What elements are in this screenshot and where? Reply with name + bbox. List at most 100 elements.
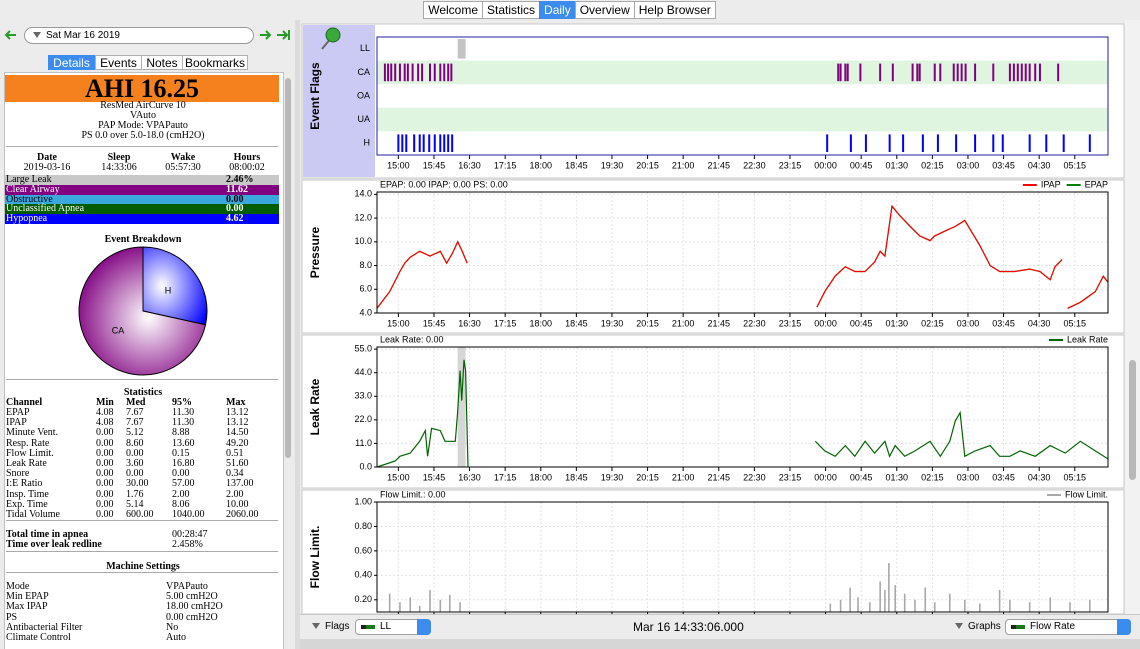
date-combobox[interactable]: Sat Mar 16 2019 <box>24 27 254 44</box>
x-tick-label: 19:30 <box>601 160 624 170</box>
flag-mark <box>839 63 842 82</box>
dropdown-icon <box>33 32 41 39</box>
setting-label: Max IPAP <box>6 601 48 613</box>
y-tick-label: 0.40 <box>354 570 372 580</box>
y-tick-label: 44.0 <box>354 367 372 377</box>
x-tick-label: 00:00 <box>814 160 837 170</box>
detail-tab[interactable]: Events <box>95 55 142 70</box>
x-tick-label: 23:15 <box>779 160 802 170</box>
bar <box>924 587 927 612</box>
legend-label: IPAP <box>1041 179 1061 189</box>
last-day-arrow[interactable] <box>276 28 292 42</box>
x-tick-label: 21:00 <box>672 472 695 482</box>
flag-mark <box>1062 134 1065 152</box>
detail-tab[interactable]: Notes <box>141 55 183 70</box>
x-tick-label: 22:30 <box>743 318 766 328</box>
tab[interactable]: Welcome <box>423 1 484 19</box>
session-header: Wake <box>170 152 196 163</box>
x-tick-label: 18:00 <box>529 318 552 328</box>
event-value: 0.00 <box>226 193 244 205</box>
machine-info: VAuto <box>130 110 156 121</box>
flag-mark <box>956 63 959 82</box>
flag-mark <box>411 63 414 82</box>
setting-label: Min EPAP <box>6 591 49 603</box>
flags-select[interactable]: LL <box>355 619 431 635</box>
x-tick-label: 19:30 <box>601 472 624 482</box>
stat-cell: 49.20 <box>226 437 249 449</box>
stat-cell: Flow Limit. <box>6 447 54 459</box>
graph-header: EPAP: 0.00 IPAP: 0.00 PS: 0.00 <box>380 179 508 189</box>
bar <box>429 590 431 612</box>
stat-cell: EPAP <box>6 407 30 418</box>
scrollbar-thumb[interactable] <box>285 78 291 458</box>
splitter[interactable] <box>295 20 300 649</box>
x-tick-label: 04:30 <box>1028 472 1051 482</box>
flag-row-label: H <box>364 138 371 148</box>
stat-header: Min <box>96 397 114 408</box>
right-scrollbar[interactable] <box>1125 20 1140 614</box>
stat-cell: I:E Ratio <box>6 478 43 490</box>
forward-arrow[interactable] <box>258 28 272 42</box>
event-row <box>5 214 279 225</box>
graphs-toggle[interactable]: Graphs <box>955 615 1001 639</box>
flag-mark <box>936 134 939 152</box>
stat-cell: Minute Vent. <box>6 427 59 439</box>
flags-toggle[interactable]: Flags <box>312 615 349 639</box>
bar <box>894 585 896 612</box>
tab[interactable]: Help Browser <box>633 1 716 19</box>
event-value: 11.62 <box>226 183 248 195</box>
tab[interactable]: Daily <box>539 1 576 19</box>
x-tick-label: 04:30 <box>1028 160 1051 170</box>
flag-mark <box>891 63 894 82</box>
stat-cell: 0.15 <box>172 447 190 459</box>
rule <box>6 572 278 573</box>
stat-cell: 0.00 <box>96 488 114 500</box>
session-header: Hours <box>233 152 261 163</box>
x-tick-label: 19:30 <box>601 318 624 328</box>
session-value: 08:00:02 <box>229 162 265 173</box>
dropdown-icon <box>312 623 320 630</box>
x-tick-label: 20:15 <box>636 472 659 482</box>
bar <box>849 587 851 612</box>
tab[interactable]: Overview <box>574 1 635 19</box>
stat-cell: 2.00 <box>172 488 190 500</box>
plot <box>377 502 1108 612</box>
bar <box>903 593 906 612</box>
stat-cell: 16.80 <box>172 458 195 469</box>
stat-cell: 0.00 <box>96 498 114 510</box>
graphs-select[interactable]: Flow Rate <box>1005 619 1131 635</box>
stat-cell: 5.12 <box>126 427 144 439</box>
bar <box>459 602 461 612</box>
flag-mark <box>439 134 442 152</box>
bottom-bar: Flags LL Mar 16 14:33:06.000 Graphs Flow… <box>300 614 1140 639</box>
flag-mark <box>1024 63 1027 82</box>
x-tick-label: 00:45 <box>850 160 873 170</box>
pie-label: H <box>165 285 172 295</box>
scrollbar-thumb[interactable] <box>1129 360 1136 480</box>
x-tick-label: 15:00 <box>387 472 410 482</box>
x-tick-label: 21:00 <box>672 318 695 328</box>
x-tick-label: 23:15 <box>779 318 802 328</box>
bar <box>399 602 401 612</box>
plot-frame <box>376 346 1109 468</box>
tab[interactable]: Statistics <box>482 1 541 19</box>
x-tick-label: 15:00 <box>387 318 410 328</box>
bar <box>439 599 442 612</box>
back-arrow[interactable] <box>4 28 18 42</box>
flag-mark <box>974 134 977 152</box>
detail-tab[interactable]: Details <box>48 55 95 70</box>
ahi-banner: AHI 16.25 <box>5 75 279 102</box>
event-row <box>5 175 279 185</box>
stat-cell: Exp. Time <box>6 498 48 510</box>
x-tick-label: 05:15 <box>1064 318 1087 328</box>
y-tick-label: 8.0 <box>359 260 372 270</box>
bar <box>1028 602 1031 612</box>
setting-label: Climate Control <box>6 632 71 643</box>
stat-cell: 8.60 <box>126 437 144 449</box>
detail-tab[interactable]: Bookmarks <box>182 55 248 70</box>
y-tick-label: 10.0 <box>354 236 372 246</box>
x-tick-label: 05:15 <box>1064 472 1087 482</box>
stat-cell: Snore <box>6 468 30 480</box>
stat-header: Channel <box>6 397 43 408</box>
y-tick-label: 14.0 <box>354 189 372 199</box>
